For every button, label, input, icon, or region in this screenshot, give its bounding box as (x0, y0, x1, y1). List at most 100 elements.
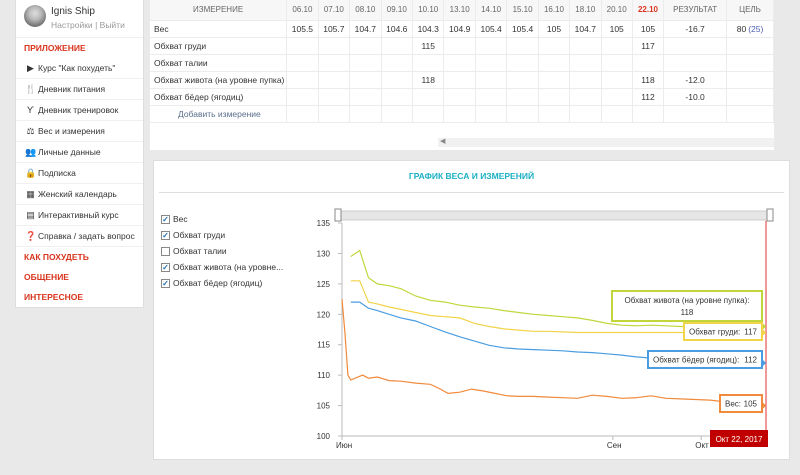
column-header-date[interactable]: 22.10 (632, 0, 665, 21)
table-cell[interactable] (538, 54, 571, 72)
table-cell[interactable] (318, 54, 351, 72)
table-cell[interactable] (349, 88, 382, 106)
table-cell[interactable]: 105.5 (286, 20, 319, 38)
user-name[interactable]: Ignis Ship (51, 6, 95, 17)
table-cell[interactable] (443, 88, 476, 106)
table-cell[interactable] (412, 88, 445, 106)
table-cell[interactable]: 105 (538, 20, 571, 38)
table-cell[interactable] (506, 37, 539, 55)
table-cell[interactable]: 104.7 (349, 20, 382, 38)
sidebar-item-3[interactable]: ⚖ Вес и измерения (16, 121, 143, 142)
table-cell[interactable] (569, 71, 602, 89)
table-cell[interactable] (349, 54, 382, 72)
table-cell[interactable] (318, 88, 351, 106)
table-cell[interactable]: 115 (412, 37, 445, 55)
table-cell[interactable]: 105 (632, 20, 665, 38)
column-header-date[interactable]: 20.10 (601, 0, 633, 21)
column-header-date[interactable]: 18.10 (569, 0, 602, 21)
column-header-date[interactable]: 07.10 (318, 0, 351, 21)
table-cell[interactable] (569, 37, 602, 55)
legend-checkbox-checked[interactable]: ✓ (161, 230, 170, 240)
sidebar-item-2[interactable]: Ƴ Дневник тренировок (16, 100, 143, 121)
legend-checkbox[interactable] (161, 246, 170, 256)
range-handle-right[interactable] (766, 208, 774, 222)
table-cell[interactable] (381, 71, 414, 89)
row-name[interactable]: Обхват груди (150, 37, 288, 55)
sidebar-item-8[interactable]: ❓ Справка / задать вопрос (16, 226, 143, 247)
section-app[interactable]: ПРИЛОЖЕНИЕ (24, 43, 86, 53)
section-interesting[interactable]: ИНТЕРЕСНОЕ (24, 292, 84, 302)
settings-link[interactable]: Настройки (51, 20, 93, 30)
scroll-left-icon[interactable]: ◀ (440, 138, 446, 145)
sidebar-item-4[interactable]: 👥 Личные данные (16, 142, 143, 163)
table-cell[interactable] (632, 54, 665, 72)
sidebar-item-7[interactable]: ▤ Интерактивный курс (16, 205, 143, 226)
table-cell[interactable] (286, 71, 319, 89)
table-cell[interactable] (569, 54, 602, 72)
table-cell[interactable] (506, 71, 539, 89)
column-header-date[interactable]: 06.10 (286, 0, 319, 21)
table-cell[interactable] (538, 71, 571, 89)
legend-item[interactable]: ✓ Обхват живота (на уровне... (161, 259, 283, 275)
table-cell[interactable]: 105 (601, 20, 633, 38)
column-header-date[interactable]: 09.10 (381, 0, 414, 21)
table-cell[interactable]: 104.3 (412, 20, 445, 38)
range-handle-left[interactable] (334, 208, 342, 222)
table-cell[interactable]: 118 (632, 71, 665, 89)
table-cell[interactable] (286, 54, 319, 72)
table-cell[interactable] (601, 88, 633, 106)
table-cell[interactable] (443, 54, 476, 72)
table-cell[interactable]: 104.6 (381, 20, 414, 38)
add-measurement-link[interactable]: Добавить измерение (150, 105, 288, 123)
sidebar-item-0[interactable]: ▶ Курс "Как похудеть" (16, 58, 143, 79)
table-cell[interactable]: 105.4 (475, 20, 508, 38)
legend-item[interactable]: ✓ Вес (161, 211, 283, 227)
weight-chart[interactable]: 100 105 110 115 120 125 130 135 Июн Сен Окт Обхват … (154, 161, 791, 461)
legend-item[interactable]: ✓ Обхват бёдер (ягодиц) (161, 275, 283, 291)
table-cell[interactable] (506, 54, 539, 72)
legend-item[interactable]: ✓ Обхват груди (161, 227, 283, 243)
table-cell[interactable] (475, 88, 508, 106)
section-how-to-lose-weight[interactable]: КАК ПОХУДЕТЬ (24, 252, 89, 262)
table-cell[interactable]: 118 (412, 71, 445, 89)
table-cell[interactable] (349, 37, 382, 55)
legend-checkbox-checked[interactable]: ✓ (161, 214, 170, 224)
table-cell[interactable]: 104.9 (443, 20, 476, 38)
sidebar-item-6[interactable]: ▦ Женский календарь (16, 184, 143, 205)
table-cell[interactable] (475, 71, 508, 89)
legend-item[interactable]: Обхват талии (161, 243, 283, 259)
table-cell[interactable] (381, 37, 414, 55)
table-cell[interactable] (475, 54, 508, 72)
avatar[interactable] (24, 5, 46, 27)
column-header-date[interactable]: 16.10 (538, 0, 571, 21)
table-cell[interactable] (318, 71, 351, 89)
column-header-date[interactable]: 15.10 (506, 0, 539, 21)
row-name[interactable]: Обхват живота (на уровне пупка) (150, 71, 288, 89)
table-cell[interactable] (538, 37, 571, 55)
legend-checkbox-checked[interactable]: ✓ (161, 262, 170, 272)
column-header-date[interactable]: 08.10 (349, 0, 382, 21)
table-cell[interactable] (318, 37, 351, 55)
table-cell[interactable] (349, 71, 382, 89)
table-cell[interactable] (381, 54, 414, 72)
table-cell[interactable] (286, 37, 319, 55)
column-header-date[interactable]: 14.10 (475, 0, 508, 21)
logout-link[interactable]: Выйти (99, 20, 125, 30)
section-communication[interactable]: ОБЩЕНИЕ (24, 272, 69, 282)
sidebar-item-1[interactable]: 🍴 Дневник питания (16, 79, 143, 100)
table-cell[interactable] (538, 88, 571, 106)
table-cell[interactable] (506, 88, 539, 106)
table-cell[interactable] (601, 37, 633, 55)
table-cell[interactable]: 117 (632, 37, 665, 55)
table-cell[interactable] (412, 54, 445, 72)
column-header-date[interactable]: 10.10 (412, 0, 445, 21)
table-cell[interactable] (443, 71, 476, 89)
table-cell[interactable] (381, 88, 414, 106)
table-cell[interactable]: 104.7 (569, 20, 602, 38)
sidebar-item-5[interactable]: 🔒 Подписка (16, 163, 143, 184)
horizontal-scrollbar[interactable]: ◀ ▶ (438, 138, 774, 147)
row-name[interactable]: Вес (150, 20, 288, 38)
table-cell[interactable]: 105.7 (318, 20, 351, 38)
table-cell[interactable] (601, 54, 633, 72)
row-name[interactable]: Обхват бёдер (ягодиц) (150, 88, 288, 106)
